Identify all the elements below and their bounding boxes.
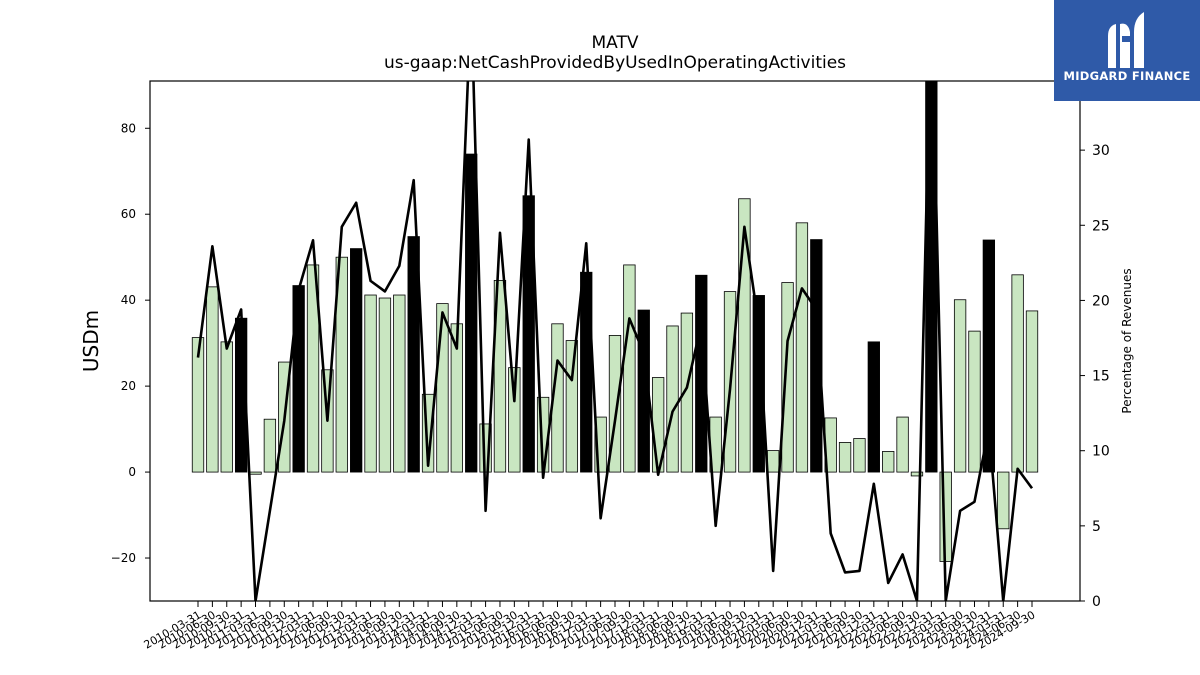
bar-2013-06-30 [378,297,392,473]
bar-2015-06-30 [493,279,507,473]
line-group [196,81,1034,601]
bar-2014-12-31 [465,153,478,473]
bar-2014-06-30 [436,303,449,473]
bar-2018-12-31 [695,274,708,473]
brand-logo: MIDGARD FINANCE [1054,0,1200,101]
midgard-logo-icon [1108,12,1144,68]
bar-2010-06-30 [206,286,219,473]
y-right-tick-label: 20 [1092,293,1110,309]
bar-2022-09-30 [910,471,924,477]
bar-2020-12-31 [810,239,823,473]
y-tick-label: 20 [121,379,136,393]
logo-text: MIDGARD FINANCE [1063,69,1191,83]
bar-2023-06-30 [953,299,967,473]
bar-2011-06-30 [263,418,277,473]
y-right-tick-label: 5 [1092,519,1101,535]
x-axis-ticks: 2010-03-312010-06-302010-09-302010-12-31… [142,601,1038,652]
bar-2013-12-31 [407,236,420,473]
bar-2020-09-30 [795,222,809,473]
y-tick-label: 0 [128,465,136,479]
bar-2023-12-31 [982,239,996,473]
bar-2022-03-31 [882,451,895,473]
bar-2021-12-31 [867,341,880,473]
bar-2019-12-31 [752,295,765,473]
y-axis-right-label: Percentage of Revenues [1120,268,1134,413]
y-right-tick-label: 30 [1092,143,1110,159]
y-right-tick-label: 10 [1092,444,1110,460]
bar-2018-06-30 [666,325,679,473]
bar-2010-03-31 [191,337,205,473]
bar-2010-09-30 [220,341,233,473]
y-tick-label: 60 [121,207,136,221]
bar-2011-12-31 [292,285,305,473]
bar-2015-12-31 [522,195,535,473]
percentage-line [196,81,1034,601]
bar-2019-09-30 [738,198,751,473]
y-tick-label: −20 [111,551,136,565]
bar-2022-06-30 [896,416,909,473]
bar-2017-06-30 [608,335,622,473]
bar-2012-09-30 [335,256,348,473]
bar-2024-03-31 [997,471,1010,530]
bar-2017-03-31 [594,416,607,473]
y-tick-label: 40 [121,293,136,307]
bar-2013-09-30 [393,294,406,473]
y-axis-right-ticks: 05101520253035 [1080,68,1110,610]
bar-2021-09-30 [853,438,866,473]
bar-2024-06-30 [1011,274,1024,473]
y-axis-label: USDm [79,310,103,372]
bar-2021-06-30 [838,442,852,473]
bar-2023-09-30 [968,330,981,473]
bar-2011-03-31 [249,471,262,475]
y-tick-label: 80 [121,121,136,135]
chart-title: MATV [592,33,639,53]
bar-2018-09-30 [680,312,694,473]
bar-2014-03-31 [421,393,435,473]
bar-2012-03-31 [306,264,320,473]
y-right-tick-label: 25 [1092,218,1110,234]
bar-2012-12-31 [350,248,363,473]
bar-2024-09-30 [1025,310,1039,473]
y-axis-ticks: −20 0 20 40 60 80 [111,121,150,565]
bar-2016-09-30 [565,340,579,473]
bar-2013-03-31 [364,294,377,473]
y-right-tick-label: 0 [1092,594,1101,610]
bar-2017-09-30 [623,264,636,473]
bar-2020-03-31 [767,450,780,473]
y-right-tick-label: 15 [1092,369,1110,385]
bar-2015-09-30 [508,367,521,473]
chart-subtitle: us-gaap:NetCashProvidedByUsedInOperating… [384,53,846,73]
bar-2020-06-30 [781,282,794,473]
